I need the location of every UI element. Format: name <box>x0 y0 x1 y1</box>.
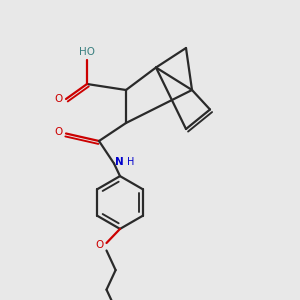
Text: N: N <box>115 157 124 167</box>
Text: O: O <box>54 127 63 137</box>
Text: O: O <box>54 94 63 104</box>
Text: H: H <box>127 157 134 167</box>
Text: HO: HO <box>79 47 95 58</box>
Text: O: O <box>96 239 104 250</box>
